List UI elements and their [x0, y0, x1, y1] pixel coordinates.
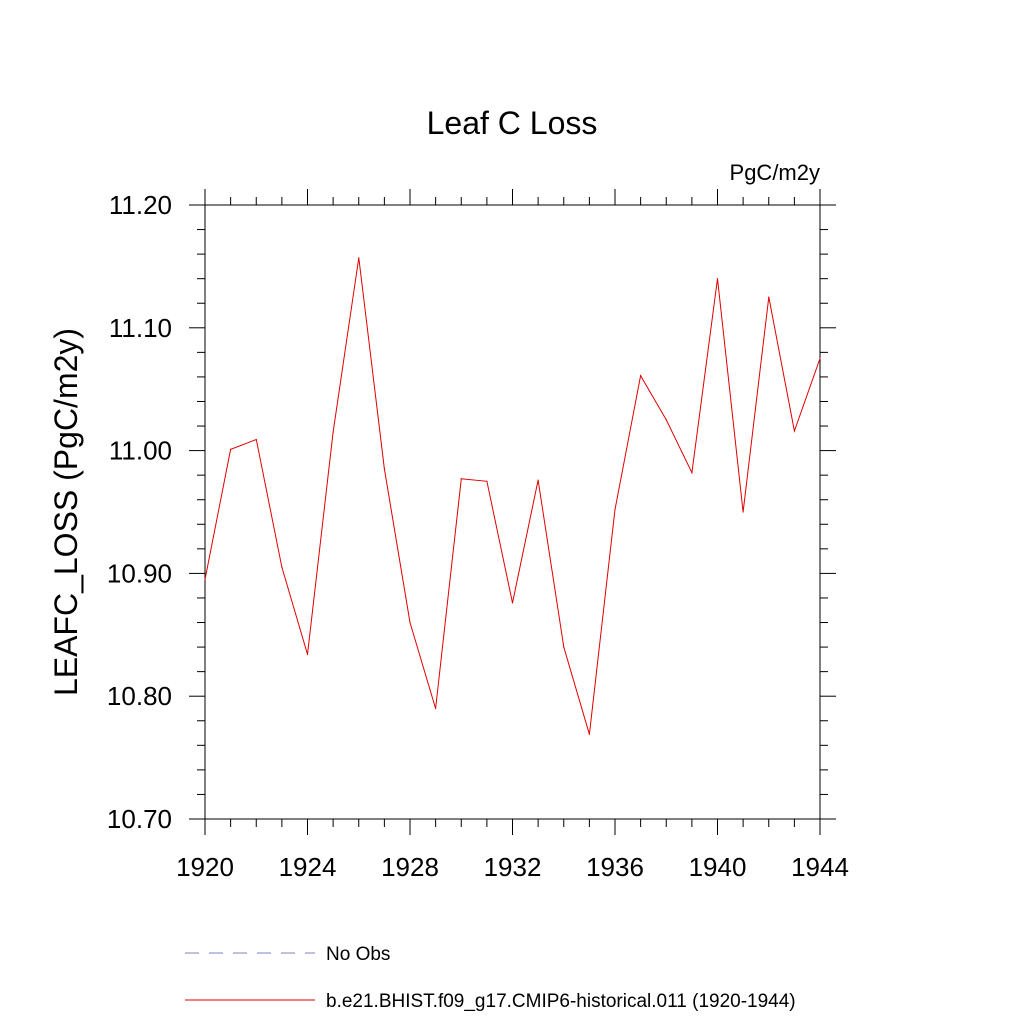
y-tick-label: 10.90 — [107, 558, 172, 588]
series-layer — [204, 257, 821, 735]
legend-label: b.e21.BHIST.f09_g17.CMIP6-historical.011… — [326, 991, 796, 1012]
data-point — [614, 508, 616, 511]
axis-ticks: 1920 1924 1928 1932 1936 1940 1944 10.70 10.80 10… — [107, 189, 849, 882]
data-point — [691, 472, 693, 474]
data-point — [383, 468, 385, 470]
y-axis-label: LEAFC_LOSS (PgC/m2y) — [48, 328, 84, 696]
data-point — [435, 707, 437, 710]
x-tick-label: 1936 — [586, 852, 644, 882]
x-tick-label: 1920 — [176, 852, 234, 882]
data-point — [588, 733, 590, 735]
data-point — [563, 646, 565, 648]
data-point — [255, 438, 257, 441]
data-point — [281, 566, 283, 568]
legend-label: No Obs — [326, 944, 390, 965]
data-point — [230, 448, 232, 450]
data-point — [409, 621, 411, 624]
plot-frame — [204, 204, 821, 820]
x-tick-label: 1932 — [484, 852, 542, 882]
data-point — [358, 257, 360, 259]
x-tick-label: 1924 — [279, 852, 337, 882]
y-tick-label: 10.80 — [107, 681, 172, 711]
data-point — [332, 431, 334, 433]
data-point — [306, 653, 309, 656]
chart-title: Leaf C Loss — [427, 105, 598, 141]
data-point — [793, 430, 795, 432]
units-label: PgC/m2y — [730, 160, 820, 185]
data-point — [716, 278, 719, 280]
data-point — [640, 375, 642, 377]
y-tick-label: 11.00 — [109, 436, 172, 466]
legend: No Obs b.e21.BHIST.f09_g17.CMIP6-historic… — [185, 944, 796, 1012]
x-tick-label: 1928 — [381, 852, 439, 882]
data-point — [819, 357, 821, 360]
y-tick-label: 10.70 — [107, 804, 172, 834]
y-tick-label: 11.10 — [109, 313, 172, 343]
data-point — [665, 419, 667, 421]
data-point — [768, 296, 770, 298]
data-point — [511, 602, 514, 604]
data-point — [460, 478, 462, 480]
data-point — [742, 511, 744, 513]
y-tick-label: 11.20 — [109, 190, 172, 220]
data-point — [204, 578, 206, 581]
data-point — [537, 479, 539, 481]
x-tick-label: 1940 — [689, 852, 747, 882]
x-tick-label: 1944 — [791, 852, 849, 882]
series-line — [204, 257, 821, 735]
data-point — [486, 480, 488, 482]
